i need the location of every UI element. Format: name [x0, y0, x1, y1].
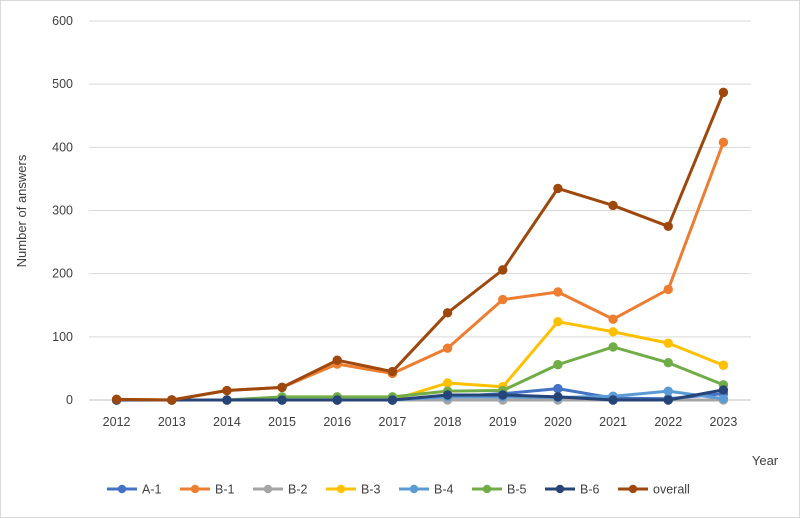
data-point [442, 308, 453, 318]
legend-swatch-marker [628, 484, 638, 494]
x-tick-label: 2020 [544, 415, 572, 429]
data-point [332, 395, 342, 405]
x-tick-label: 2015 [268, 415, 296, 429]
x-tick-label: 2023 [710, 415, 738, 429]
data-point [222, 385, 232, 396]
legend-label: overall [653, 483, 690, 497]
data-point [277, 382, 287, 393]
series-overall [111, 87, 729, 405]
y-tick-label: 100 [52, 330, 73, 344]
data-point [718, 137, 729, 147]
y-tick-label: 500 [52, 77, 73, 91]
data-point [718, 360, 729, 370]
x-tick-label: 2013 [158, 415, 186, 429]
data-point [608, 342, 618, 352]
y-tick-label: 600 [52, 14, 73, 28]
data-point [553, 392, 563, 402]
x-tick-label: 2018 [434, 415, 462, 429]
data-point [553, 316, 563, 327]
legend-item: B-6 [545, 483, 600, 497]
y-axis-title: Number of answers [14, 154, 29, 267]
data-point [553, 359, 563, 370]
legend-item: overall [618, 483, 690, 497]
data-point [608, 200, 618, 211]
legend-item: B-5 [472, 483, 527, 497]
data-point [553, 287, 563, 297]
series-line [115, 388, 725, 402]
series-lines [111, 87, 729, 405]
data-point [387, 395, 398, 405]
x-tick-label: 2014 [213, 415, 241, 429]
data-point [608, 314, 618, 324]
data-point [608, 327, 618, 337]
data-point [222, 395, 232, 405]
data-point [608, 395, 618, 405]
data-point [387, 366, 398, 377]
x-tick-label: 2012 [103, 415, 131, 429]
x-tick-label: 2022 [654, 415, 682, 429]
legend-swatch-marker [117, 484, 127, 494]
series-line [115, 90, 725, 402]
data-point [442, 343, 453, 353]
legend-swatch-marker [263, 484, 273, 494]
data-point [663, 284, 673, 295]
legend-item: A-1 [107, 483, 162, 497]
data-point [663, 338, 673, 348]
legend-item: B-4 [399, 483, 454, 497]
legend-label: B-4 [434, 483, 454, 497]
legend-item: B-3 [326, 483, 381, 497]
data-point [111, 394, 122, 405]
legend-swatch-marker [190, 484, 200, 494]
y-tick-label: 0 [66, 393, 73, 407]
legend: A-1 B-1 B-2 B-3 B-4 B-5 B-6 overall [107, 483, 690, 497]
data-point [332, 355, 342, 365]
x-tick-label: 2021 [599, 415, 627, 429]
legend-label: B-6 [580, 483, 600, 497]
data-point [498, 294, 508, 305]
legend-item: B-1 [180, 483, 235, 497]
x-axis-title: Year [752, 453, 779, 468]
y-tick-label: 300 [52, 204, 73, 218]
data-point [718, 385, 729, 395]
data-point [663, 386, 673, 396]
series-b-1 [111, 137, 729, 405]
y-tick-label: 200 [52, 267, 73, 281]
legend-label: B-2 [288, 483, 308, 497]
y-tick-label: 400 [52, 140, 73, 154]
x-tick-label: 2016 [323, 415, 351, 429]
series-line [115, 140, 725, 402]
legend-label: B-1 [215, 483, 235, 497]
data-point [442, 378, 453, 388]
data-point [167, 395, 177, 405]
legend-swatch-marker [409, 484, 419, 494]
legend-label: B-3 [361, 483, 381, 497]
legend-label: A-1 [142, 483, 162, 497]
data-point [553, 183, 563, 194]
data-point [498, 265, 508, 275]
data-point [718, 87, 729, 98]
legend-swatch-marker [555, 484, 565, 494]
legend-item: B-2 [253, 483, 308, 497]
gridlines [89, 20, 751, 338]
data-point [663, 395, 673, 405]
legend-swatch-marker [482, 484, 492, 494]
axes: 0 100 200 300 400 500 600 2012 2013 2014 2015 2016 2… [52, 14, 751, 429]
data-point [663, 221, 673, 231]
data-point [442, 390, 453, 400]
data-point [718, 394, 729, 404]
legend-label: B-5 [507, 483, 527, 497]
x-tick-label: 2017 [379, 415, 407, 429]
legend-swatch-marker [336, 484, 346, 494]
x-tick-label: 2019 [489, 415, 517, 429]
data-point [663, 358, 673, 368]
data-point [498, 390, 508, 400]
data-point [553, 383, 563, 394]
data-point [277, 395, 287, 405]
